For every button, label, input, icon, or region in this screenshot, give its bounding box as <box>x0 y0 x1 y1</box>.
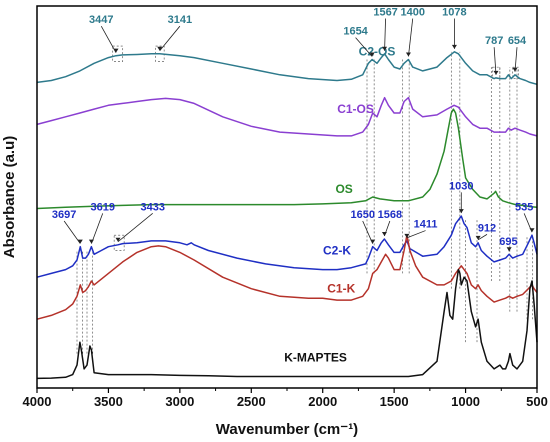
peak-label-3447: 3447 <box>89 14 113 26</box>
peak-label-1567: 1567 <box>373 7 397 19</box>
peak-arrow-3697 <box>63 220 81 244</box>
plot-area: C2-OS C1-OS OS C2-K C1-K K-MAPTES 3447 3141 1654… <box>36 7 538 380</box>
series-label-c1-k: C1-K <box>327 282 355 296</box>
series-line-c1-k <box>36 234 538 320</box>
peak-arrow-1567 <box>384 18 386 51</box>
series-label-c2-os: C2-OS <box>359 45 396 59</box>
peak-arrowhead-3141 <box>157 46 163 51</box>
peak-label-1650: 1650 <box>350 209 374 221</box>
peak-label-3697: 3697 <box>52 209 76 221</box>
x-tick-label-2000: 2000 <box>308 394 337 409</box>
peak-arrow-3433 <box>117 213 153 243</box>
peak-arrow-3447 <box>100 25 117 53</box>
peak-arrowhead-535 <box>529 228 535 233</box>
x-tick-label-3000: 3000 <box>165 394 194 409</box>
peak-arrow-1400 <box>408 18 414 57</box>
series-label-c2-k: C2-K <box>323 243 351 257</box>
peak-arrow-1654 <box>355 37 373 57</box>
y-axis-title: Absorbance (a.u) <box>1 136 18 259</box>
x-tick-label-3500: 3500 <box>94 394 123 409</box>
series-line-os <box>36 108 538 210</box>
series-label-k-maptes: K-MAPTES <box>284 350 347 364</box>
peak-label-535: 535 <box>515 201 533 213</box>
peak-arrow-654 <box>514 47 518 72</box>
x-tick-label-2500: 2500 <box>237 394 266 409</box>
peak-label-3433: 3433 <box>140 201 164 213</box>
peak-arrow-3141 <box>159 25 181 52</box>
series-line-c1-os <box>36 96 538 137</box>
series-line-c2-k <box>36 215 538 278</box>
x-axis-title: Wavenumber (cm⁻¹) <box>216 421 358 438</box>
peak-label-1030: 1030 <box>449 180 473 192</box>
peak-arrowhead-1400 <box>405 52 411 57</box>
x-tick-label-1000: 1000 <box>451 394 480 409</box>
peak-arrowhead-787 <box>493 70 499 75</box>
peak-arrowhead-3697 <box>77 239 83 244</box>
peak-label-3619: 3619 <box>90 201 114 213</box>
peak-arrowhead-3619 <box>88 239 94 244</box>
series-line-k-maptes <box>36 268 538 380</box>
peak-arrowhead-1654 <box>369 52 375 57</box>
peak-label-1654: 1654 <box>343 26 368 38</box>
peak-label-3141: 3141 <box>168 14 192 26</box>
series-label-c1-os: C1-OS <box>337 102 374 116</box>
plot-frame <box>36 5 538 389</box>
x-tick-label-500: 500 <box>526 394 548 409</box>
x-axis: 4000 3500 3000 2500 2000 1500 1000 500 <box>23 388 548 409</box>
peak-box-4 <box>512 66 519 79</box>
peak-arrowhead-654 <box>512 67 518 72</box>
peak-label-912: 912 <box>478 222 496 234</box>
peak-label-695: 695 <box>499 236 517 248</box>
peak-arrowhead-3447 <box>113 48 119 53</box>
series-line-c2-os <box>36 51 538 86</box>
x-tick-label-1500: 1500 <box>380 394 409 409</box>
peak-arrowhead-695 <box>506 247 512 252</box>
peak-box-0 <box>112 45 124 62</box>
peak-label-787: 787 <box>485 35 503 47</box>
peak-arrowhead-1650 <box>370 239 376 244</box>
series-label-os: OS <box>335 182 352 196</box>
peak-arrowhead-912 <box>475 235 481 240</box>
peak-box-3 <box>492 66 501 79</box>
peak-arrow-787 <box>493 47 497 75</box>
peak-label-1411: 1411 <box>414 219 438 231</box>
peak-label-1400: 1400 <box>400 7 424 19</box>
peak-arrowhead-3433 <box>115 237 121 242</box>
peak-arrowhead-1078 <box>451 44 457 49</box>
peak-label-1078: 1078 <box>442 7 466 19</box>
peak-label-1568: 1568 <box>378 209 402 221</box>
peak-arrowhead-1411 <box>404 233 410 238</box>
peak-arrowhead-1030 <box>458 209 464 214</box>
peak-arrow-912 <box>477 234 488 241</box>
peak-label-654: 654 <box>508 35 527 47</box>
peak-arrow-1411 <box>406 230 426 239</box>
peak-arrow-3619 <box>91 213 104 244</box>
peak-arrowhead-1568 <box>381 232 387 237</box>
peak-arrowhead-1567 <box>382 46 388 51</box>
x-tick-label-4000: 4000 <box>23 394 52 409</box>
